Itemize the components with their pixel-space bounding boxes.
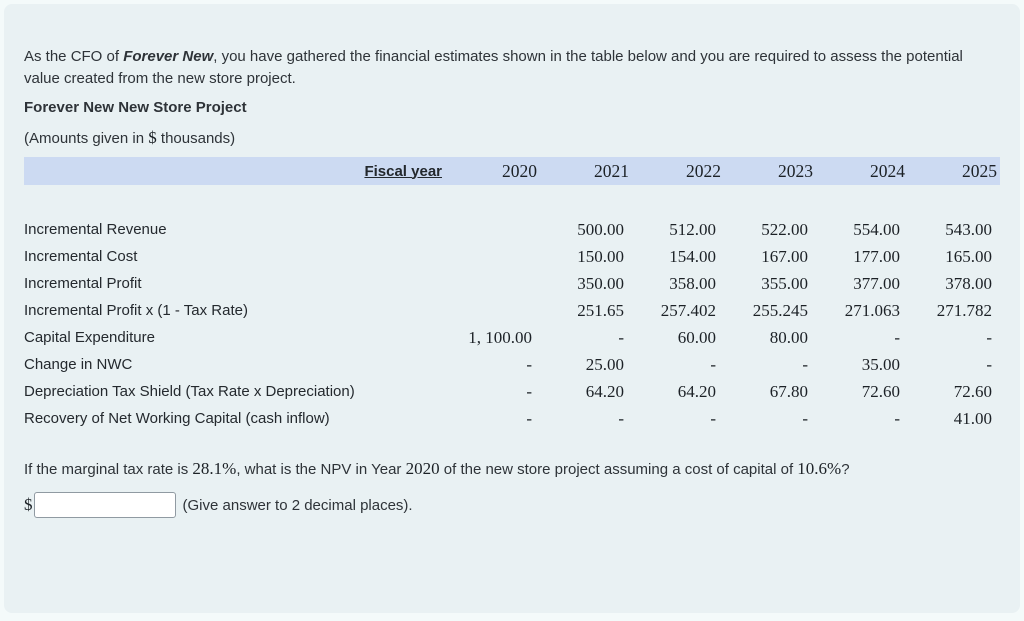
question-mid2: of the new store project assuming a cost… [439, 461, 798, 478]
row-label: Change in NWC [24, 356, 133, 373]
cell-value: - [986, 354, 992, 374]
cell-value: - [526, 408, 532, 428]
cell-value: 257.402 [660, 300, 716, 320]
cell-value: 72.60 [953, 381, 992, 401]
cell-value: 255.245 [752, 300, 808, 320]
answer-row: $ (Give answer to 2 decimal places). [24, 492, 990, 518]
cell-value: - [526, 354, 532, 374]
tax-rate-value: 28.1% [192, 459, 237, 478]
cell-value: 67.80 [769, 381, 808, 401]
cell-value: 72.60 [861, 381, 900, 401]
cell-value: 522.00 [761, 219, 808, 239]
cell-value: - [802, 354, 808, 374]
cell-value: 500.00 [577, 219, 624, 239]
content-card: As the CFO of Forever New, you have gath… [4, 4, 1020, 613]
cell-value: 377.00 [853, 273, 900, 293]
cell-value: 177.00 [853, 246, 900, 266]
amounts-note-post: thousands) [156, 130, 236, 147]
cell-value: 512.00 [669, 219, 716, 239]
year-header-2022: 2022 [686, 160, 721, 181]
table-row-incremental-profit: Incremental Profit 350.00 358.00 355.00 … [24, 270, 1000, 297]
table-body: Incremental Revenue 500.00 512.00 522.00… [24, 216, 1000, 432]
cost-of-capital-value: 10.6% [797, 459, 842, 478]
amounts-note: (Amounts given in $ thousands) [24, 127, 990, 150]
cell-value: - [710, 354, 716, 374]
year-header-2023: 2023 [778, 160, 813, 181]
row-label: Incremental Profit x (1 - Tax Rate) [24, 302, 248, 319]
cell-value: - [986, 327, 992, 347]
cell-value: 154.00 [669, 246, 716, 266]
cell-value: - [802, 408, 808, 428]
question-mid1: , what is the NPV in Year [236, 461, 406, 478]
table-row-depreciation-tax-shield: Depreciation Tax Shield (Tax Rate x Depr… [24, 378, 1000, 405]
fiscal-year-header: Fiscal year [364, 162, 442, 180]
cell-value: 80.00 [769, 327, 808, 347]
cell-value: 64.20 [585, 381, 624, 401]
company-name: Forever New [123, 48, 214, 65]
cell-value: 64.20 [677, 381, 716, 401]
row-label: Incremental Cost [24, 248, 138, 265]
table-row-capital-expenditure: Capital Expenditure 1, 100.00 - 60.00 80… [24, 324, 1000, 351]
fiscal-table: Fiscal year 2020 2021 2022 2023 2024 202… [24, 157, 1000, 432]
cell-value: 355.00 [761, 273, 808, 293]
cell-value: 25.00 [585, 354, 624, 374]
table-row-change-in-nwc: Change in NWC - 25.00 - - 35.00 - [24, 351, 1000, 378]
currency-symbol: $ [24, 495, 33, 514]
answer-input[interactable] [33, 492, 176, 518]
intro-text-pre: As the CFO of [24, 48, 124, 65]
cell-value: 350.00 [577, 273, 624, 293]
cell-value: 543.00 [945, 219, 992, 239]
cell-value: 41.00 [953, 408, 992, 428]
cell-value: - [710, 408, 716, 428]
cell-value: 271.063 [844, 300, 900, 320]
row-label: Incremental Profit [24, 275, 142, 292]
cell-value: - [894, 408, 900, 428]
table-row-incremental-cost: Incremental Cost 150.00 154.00 167.00 17… [24, 243, 1000, 270]
cell-value: 358.00 [669, 273, 716, 293]
row-label: Incremental Revenue [24, 221, 167, 238]
amounts-note-pre: (Amounts given in [24, 130, 149, 147]
row-label: Recovery of Net Working Capital (cash in… [24, 410, 330, 427]
cell-value: 60.00 [677, 327, 716, 347]
question-paragraph: If the marginal tax rate is 28.1%, what … [24, 458, 990, 481]
row-label: Depreciation Tax Shield (Tax Rate x Depr… [24, 383, 355, 400]
year-header-2025: 2025 [962, 160, 997, 181]
table-header-row: Fiscal year 2020 2021 2022 2023 2024 202… [24, 157, 1000, 185]
intro-text-post: , you have gathered the financial estima… [24, 48, 963, 87]
question-pre: If the marginal tax rate is [24, 461, 193, 478]
table-row-profit-after-tax: Incremental Profit x (1 - Tax Rate) 251.… [24, 297, 1000, 324]
cell-value: 167.00 [761, 246, 808, 266]
cell-value: 150.00 [577, 246, 624, 266]
cell-value: - [526, 381, 532, 401]
cell-value: 165.00 [945, 246, 992, 266]
year-header-2024: 2024 [870, 160, 905, 181]
cell-value: - [618, 327, 624, 347]
npv-year-value: 2020 [405, 459, 440, 478]
answer-note: (Give answer to 2 decimal places). [182, 496, 413, 514]
cell-value: 378.00 [945, 273, 992, 293]
row-label: Capital Expenditure [24, 329, 155, 346]
year-header-2021: 2021 [594, 160, 629, 181]
cell-value: - [618, 408, 624, 428]
dollar-sign: $ [148, 128, 157, 147]
cell-value: 554.00 [853, 219, 900, 239]
project-title: Forever New New Store Project [24, 99, 247, 116]
year-header-2020: 2020 [502, 160, 537, 181]
cell-value: - [894, 327, 900, 347]
cell-value: 35.00 [861, 354, 900, 374]
question-post: ? [841, 461, 850, 478]
cell-value: 251.65 [577, 300, 624, 320]
cell-value: 271.782 [936, 300, 992, 320]
table-row-recovery-of-nwc: Recovery of Net Working Capital (cash in… [24, 405, 1000, 432]
cell-value: 1, 100.00 [468, 327, 532, 347]
intro-paragraph: As the CFO of Forever New, you have gath… [24, 46, 969, 90]
table-row-incremental-revenue: Incremental Revenue 500.00 512.00 522.00… [24, 216, 1000, 243]
